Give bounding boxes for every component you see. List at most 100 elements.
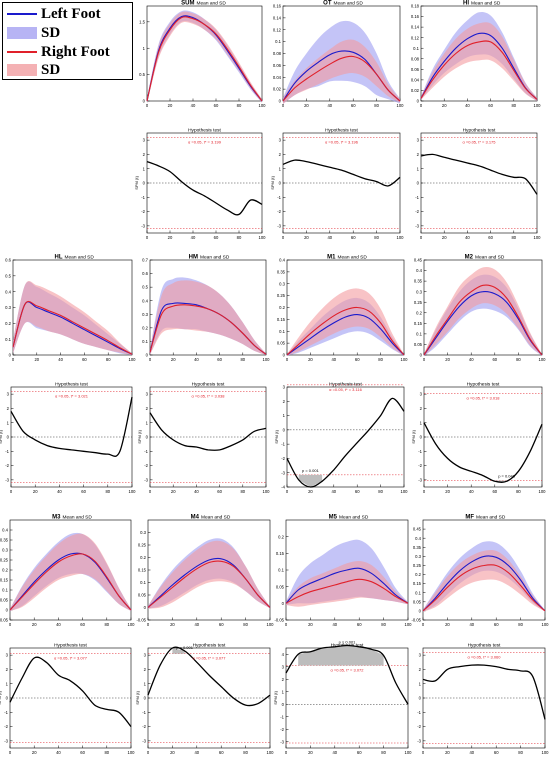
x-tick-label: 0 (286, 357, 289, 362)
y-tick-label: 0.1 (416, 331, 422, 336)
x-tick-label: 60 (80, 622, 85, 627)
mean-line-left (420, 32, 538, 100)
x-tick-label: 0 (10, 489, 13, 494)
x-tick-label: 40 (469, 622, 474, 627)
x-tick-label: 80 (518, 750, 523, 755)
x-tick-label: 0 (423, 489, 426, 494)
panel-title: MF (465, 515, 474, 521)
panel-subtitle: Mean and SD (476, 515, 506, 521)
x-tick-label: 0 (149, 357, 152, 362)
x-tick-label: 100 (128, 622, 136, 627)
y-tick-label: 0.2 (5, 321, 11, 326)
y-axis-label: SPM {t} (273, 691, 278, 705)
x-tick-label: 80 (378, 489, 383, 494)
y-tick-label: 0.4 (5, 289, 11, 294)
x-tick-label: 60 (492, 357, 497, 362)
y-tick-label: 0.05 (414, 342, 423, 347)
y-tick-label: -1 (281, 442, 285, 447)
y-tick-label: 0.04 (273, 75, 282, 80)
y-tick-label: 0.16 (411, 14, 420, 19)
y-tick-label: 0.14 (411, 25, 420, 30)
hypothesis-panel: -3 -2 -1 0 1 2 3 0 20 40 60 80 100 Hypothesis test SPM… (411, 382, 546, 495)
y-tick-label: 1 (283, 413, 286, 418)
y-tick-label: 0 (146, 353, 149, 358)
p-value-label: p = 0.001 (339, 640, 357, 645)
y-tick-label: -1 (415, 195, 419, 200)
y-tick-label: 1 (417, 166, 420, 171)
y-tick-label: 1 (146, 420, 149, 425)
mean-line-left (423, 291, 543, 356)
spm-t-curve (147, 646, 271, 707)
y-tick-label: 0.02 (411, 88, 420, 93)
x-tick-label: 20 (304, 103, 309, 108)
x-tick-label: 40 (465, 103, 470, 108)
y-tick-label: 3 (144, 653, 147, 658)
y-tick-label: 0.1 (278, 568, 284, 573)
y-tick-label: 0.7 (142, 258, 148, 263)
y-tick-label: 0.1 (140, 580, 146, 585)
x-tick-label: 60 (492, 489, 497, 494)
x-tick-label: 60 (219, 622, 224, 627)
legend-label-right-foot: Right Foot (41, 43, 110, 60)
x-tick-label: 100 (539, 489, 547, 494)
x-tick-label: 80 (511, 235, 516, 240)
legend-item-right-foot: Right Foot (7, 43, 110, 61)
y-tick-label: 3 (282, 664, 285, 669)
x-tick-label: 20 (445, 357, 450, 362)
x-tick-label: 0 (146, 235, 149, 240)
sd-band-right (150, 280, 266, 355)
panel-title: HL (55, 255, 63, 261)
x-tick-label: 60 (357, 622, 362, 627)
y-tick-label: 0 (7, 435, 10, 440)
legend-item-left-sd: SD (7, 24, 60, 42)
mean-line-left (285, 567, 409, 604)
y-tick-label: 0.25 (414, 300, 423, 305)
y-tick-label: 0 (6, 608, 9, 613)
y-tick-label: 0 (419, 609, 422, 614)
y-tick-label: -1 (4, 710, 8, 715)
panel-title: M4 (191, 515, 200, 521)
axes-frame (420, 5, 538, 102)
y-tick-label: -1 (417, 710, 421, 715)
x-tick-label: 80 (516, 489, 521, 494)
x-tick-label: 100 (534, 235, 542, 240)
y-tick-label: 0.1 (275, 39, 281, 44)
y-tick-label: 0 (279, 181, 282, 186)
x-tick-label: 100 (129, 489, 137, 494)
x-tick-label: 80 (243, 750, 248, 755)
y-tick-label: -2 (418, 463, 422, 468)
y-tick-label: 0 (9, 353, 12, 358)
legend-item-right-sd: SD (7, 61, 60, 79)
y-tick-label: 0 (143, 181, 146, 186)
mean-line-right (149, 304, 267, 355)
y-tick-label: 3 (283, 385, 286, 390)
sd-band-right (423, 550, 545, 612)
y-tick-label: 0.06 (273, 63, 282, 68)
mean-line-right (420, 40, 538, 100)
y-tick-label: -3 (418, 477, 422, 482)
mean-sd-panel-sum: 0 0.5 1 1.5 0 20 40 60 80 100 SUM Mean and SD (139, 1, 266, 109)
y-axis-label: SPM {t} (0, 430, 3, 444)
x-tick-label: 40 (56, 750, 61, 755)
hypothesis-panel: -3 -2 -1 0 1 2 3 0 20 40 60 80 100 Hypothesis test SPM… (137, 382, 270, 495)
mean-line-left (12, 301, 133, 355)
threshold-annotation: α =0.05, t* = 3.072 (330, 668, 364, 673)
hypothesis-panel: -3 -2 -1 0 1 2 3 0 20 40 60 80 100 Hypothesis test SPM… (0, 382, 136, 495)
y-tick-label: -3 (5, 477, 9, 482)
x-tick-label: 0 (9, 750, 12, 755)
x-tick-label: 60 (494, 622, 499, 627)
x-tick-label: 100 (128, 750, 136, 755)
panel-title: M5 (329, 515, 338, 521)
y-tick-label: 0.1 (413, 46, 419, 51)
y-tick-label: 0.4 (142, 298, 148, 303)
panel-title: HM (189, 255, 198, 261)
y-tick-label: 0.08 (411, 56, 420, 61)
panel-title: Hypothesis test (193, 643, 226, 649)
threshold-annotation: α =0.05, t* = 3.077 (192, 656, 226, 661)
x-tick-label: 80 (374, 103, 379, 108)
x-tick-label: 80 (240, 357, 245, 362)
y-tick-label: 0 (420, 435, 423, 440)
y-tick-label: -2 (277, 209, 281, 214)
mean-line-left (422, 555, 546, 612)
sd-band-right (147, 11, 262, 104)
